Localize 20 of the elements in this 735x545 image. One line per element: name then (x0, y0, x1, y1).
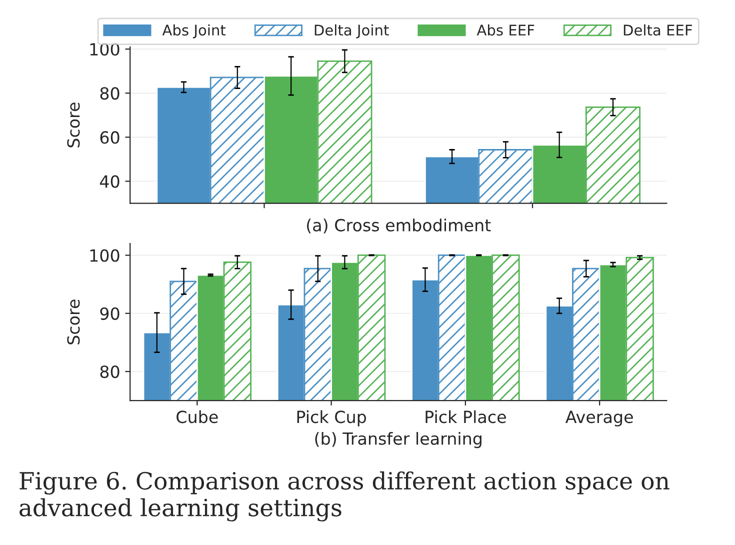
y-axis-title: Score (67, 300, 80, 344)
caption: Figure 6. Comparison across different action space on advanced learning settings (20, 471, 670, 522)
x-axis-title: (b) Transfer learning (315, 432, 482, 448)
legend-label: Delta Joint (314, 24, 389, 38)
legend-label: Abs EEF (476, 24, 534, 36)
x-tick-label: Pick Cup (297, 410, 366, 426)
y-tick-label: 90 (100, 307, 120, 320)
x-tick-label: Average (565, 410, 633, 426)
legend-label: Abs Joint (162, 24, 226, 38)
y-axis-title: Score (67, 102, 80, 148)
y-tick-label: 80 (100, 365, 120, 378)
x-tick-label: Pick Place (426, 410, 506, 424)
x-tick-label: Cube (176, 410, 218, 424)
y-tick-label: 60 (100, 131, 120, 144)
x-axis-title: (a) Cross embodiment (307, 218, 491, 234)
y-tick-label: 100 (90, 249, 120, 262)
y-tick-label: 100 (90, 43, 120, 56)
y-tick-label: 80 (100, 87, 120, 100)
y-tick-label: 40 (100, 175, 120, 188)
legend-label: Delta EEF (624, 24, 692, 36)
